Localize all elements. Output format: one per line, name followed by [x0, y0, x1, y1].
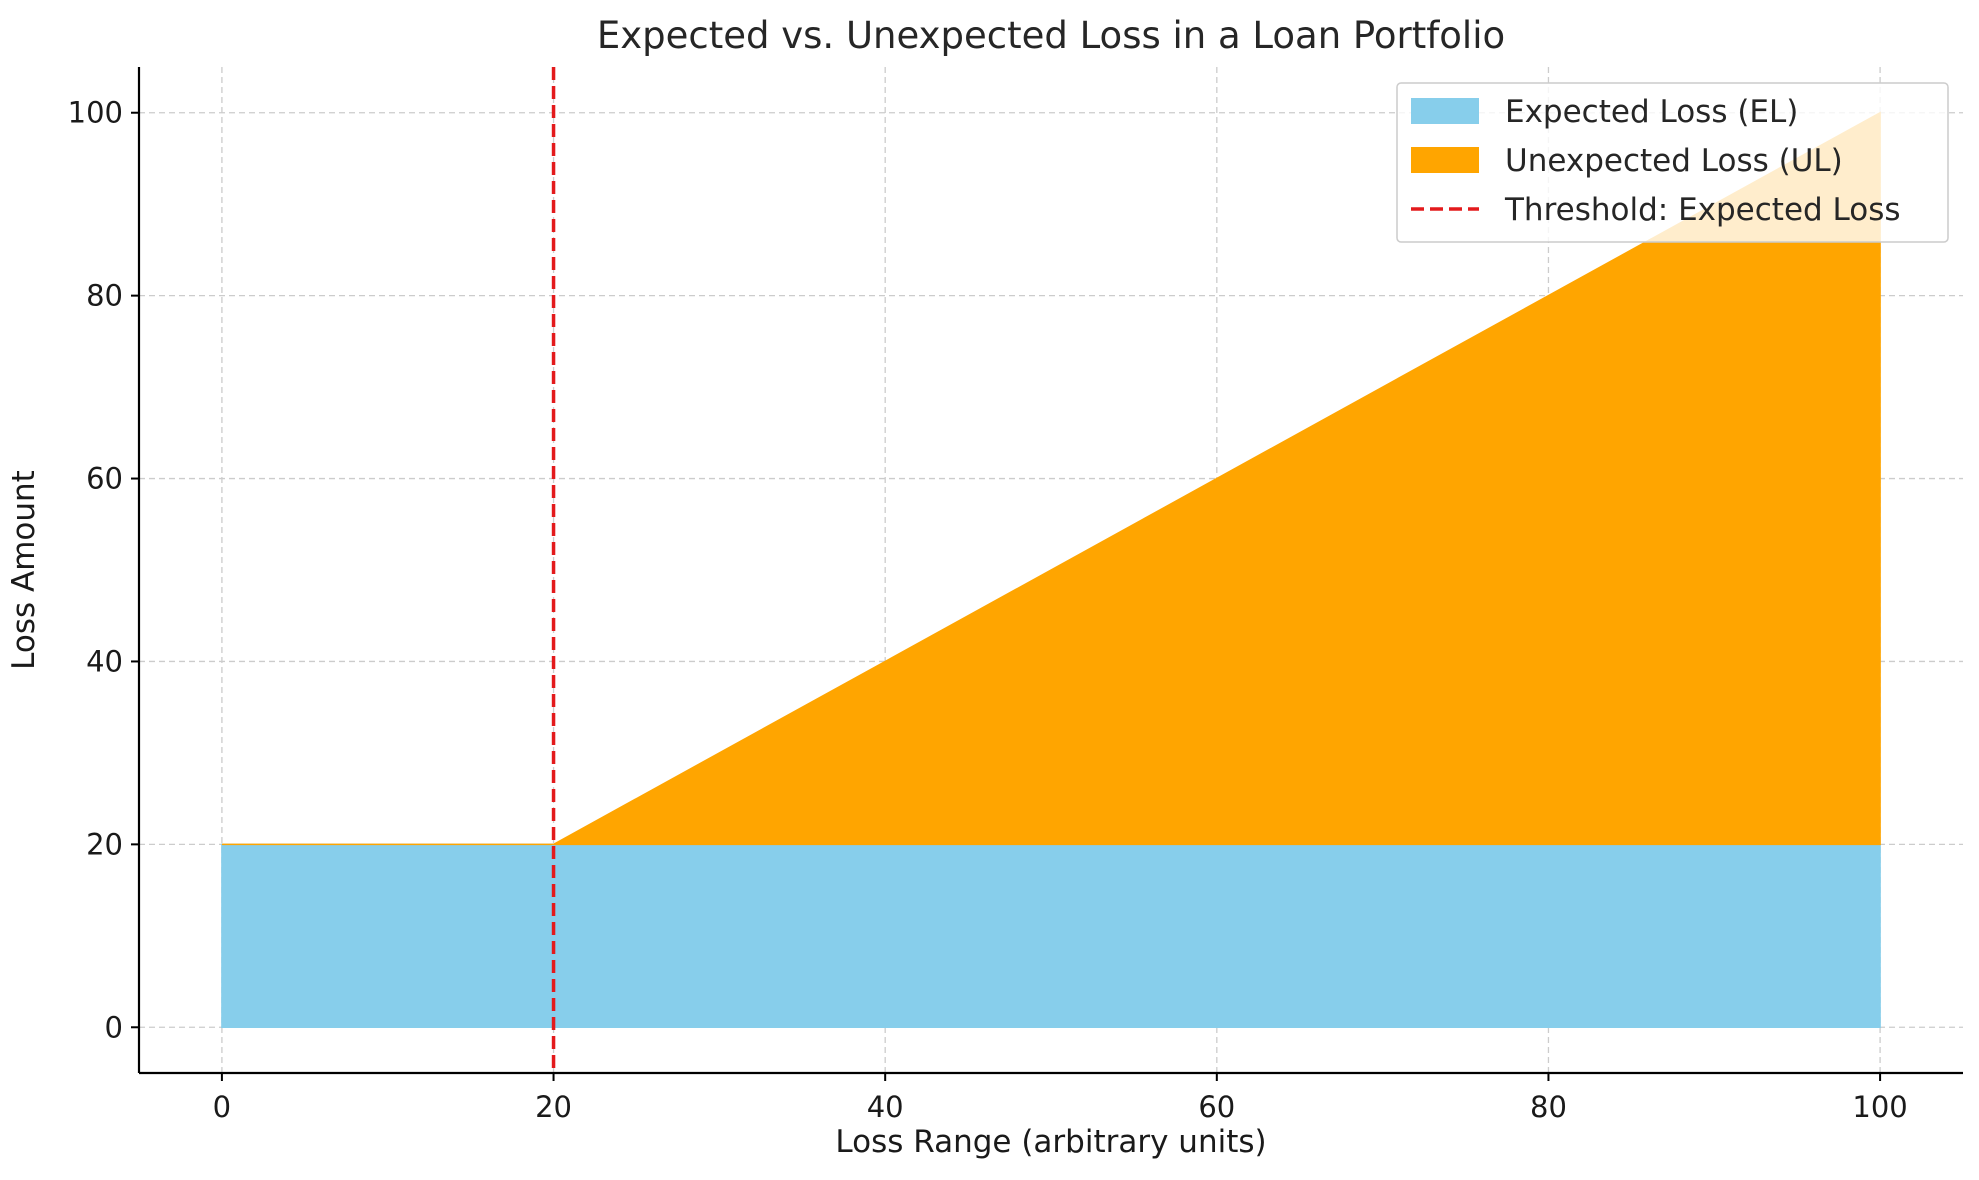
legend-box [1396, 82, 1949, 243]
y-tick-label: 0 [105, 1010, 123, 1044]
y-tick-label: 40 [86, 644, 123, 678]
x-tick-label: 60 [1198, 1090, 1235, 1124]
legend-swatch [1411, 98, 1479, 124]
y-tick-label: 80 [86, 279, 123, 313]
y-tick-label: 20 [86, 827, 123, 861]
x-tick-label: 20 [535, 1090, 572, 1124]
y-tick-label: 100 [68, 96, 123, 130]
x-tick-label: 40 [867, 1090, 904, 1124]
legend-label: Expected Loss (EL) [1505, 94, 1798, 130]
area-series-1 [221, 111, 1881, 846]
axes [137, 67, 1963, 1075]
x-tick-label: 80 [1530, 1090, 1567, 1124]
x-axis-label: Loss Range (arbitrary units) [835, 1124, 1266, 1160]
legend-swatch [1411, 147, 1479, 173]
legend-label: Threshold: Expected Loss [1504, 192, 1901, 228]
legend: Expected Loss (EL) Unexpected Loss (UL) Th… [1396, 82, 1949, 243]
y-ticks: 0 20 40 60 80 100 [68, 96, 139, 1044]
legend-label: Unexpected Loss (UL) [1505, 143, 1843, 179]
chart-title: Expected vs. Unexpected Loss in a Loan P… [597, 14, 1505, 57]
y-tick-label: 60 [86, 462, 123, 496]
x-tick-label: 0 [213, 1090, 231, 1124]
area-series-0 [221, 843, 1881, 1029]
series-layer [221, 67, 1881, 1073]
y-axis-label: Loss Amount [6, 470, 42, 670]
x-ticks: 0 20 40 60 80 100 [213, 1073, 1908, 1124]
x-tick-label: 100 [1852, 1090, 1907, 1124]
